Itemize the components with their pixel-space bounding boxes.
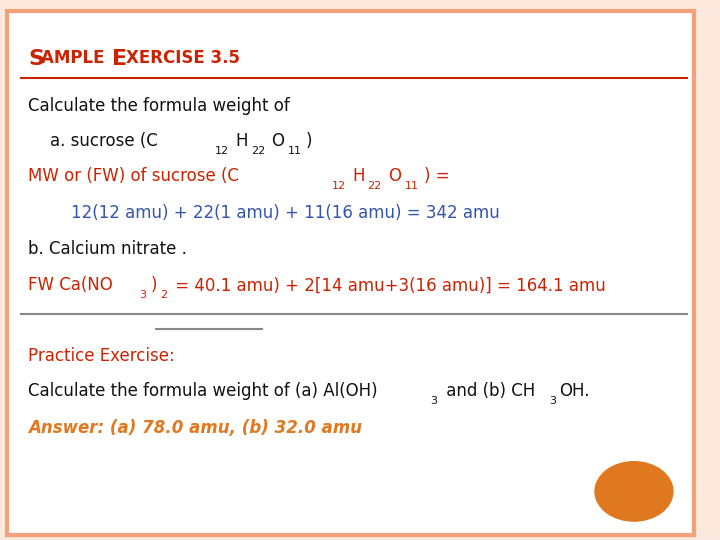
Text: Answer: (a) 78.0 amu, (b) 32.0 amu: Answer: (a) 78.0 amu, (b) 32.0 amu: [28, 418, 362, 436]
Text: b. Calcium nitrate .: b. Calcium nitrate .: [28, 240, 187, 258]
Text: AMPLE: AMPLE: [41, 49, 110, 66]
Text: 11: 11: [405, 181, 419, 191]
Text: = 40.1 amu) + 2[14 amu+3(16 amu)] = 164.1 amu: = 40.1 amu) + 2[14 amu+3(16 amu)] = 164.…: [170, 276, 606, 294]
Text: O: O: [388, 167, 401, 185]
Text: S: S: [28, 49, 45, 69]
Text: 22: 22: [251, 146, 265, 156]
Text: 2: 2: [160, 290, 167, 300]
Text: H: H: [236, 132, 248, 150]
Text: and (b) CH: and (b) CH: [441, 382, 536, 400]
Text: Calculate the formula weight of (a) Al(OH): Calculate the formula weight of (a) Al(O…: [28, 382, 378, 400]
Text: a. sucrose (C: a. sucrose (C: [50, 132, 158, 150]
Text: OH.: OH.: [559, 382, 590, 400]
Text: 12(12 amu) + 22(1 amu) + 11(16 amu) = 342 amu: 12(12 amu) + 22(1 amu) + 11(16 amu) = 34…: [71, 204, 500, 222]
Text: O: O: [271, 132, 284, 150]
Text: H: H: [353, 167, 365, 185]
Text: 11: 11: [287, 146, 302, 156]
Text: XERCISE 3.5: XERCISE 3.5: [126, 49, 240, 66]
Text: FW Ca(NO: FW Ca(NO: [28, 276, 113, 294]
FancyBboxPatch shape: [7, 11, 694, 535]
Text: 3: 3: [430, 396, 437, 406]
Text: ): ): [150, 276, 157, 294]
Text: 22: 22: [367, 181, 381, 191]
Text: 12: 12: [331, 181, 346, 191]
Circle shape: [595, 462, 673, 521]
Text: MW or (FW) of sucrose (C: MW or (FW) of sucrose (C: [28, 167, 239, 185]
Text: E: E: [112, 49, 127, 69]
Text: ): ): [306, 132, 312, 150]
Text: ) =: ) =: [424, 167, 450, 185]
Text: 12: 12: [215, 146, 229, 156]
Text: 3: 3: [549, 396, 556, 406]
Text: Practice Exercise:: Practice Exercise:: [28, 347, 175, 364]
Text: 3: 3: [139, 290, 146, 300]
Text: Calculate the formula weight of: Calculate the formula weight of: [28, 97, 290, 115]
